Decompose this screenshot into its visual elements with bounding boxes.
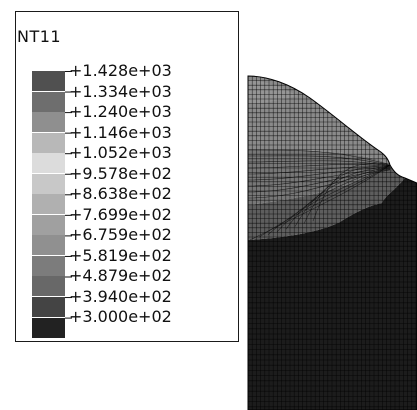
mesh-grid-fan bbox=[249, 164, 391, 241]
mesh-grid-curve bbox=[248, 160, 391, 167]
legend-swatch bbox=[32, 112, 65, 133]
mesh-grid-fan bbox=[285, 164, 391, 230]
legend-swatch bbox=[32, 276, 65, 297]
legend-swatch bbox=[32, 153, 65, 174]
legend-swatch bbox=[32, 297, 65, 318]
legend-swatch bbox=[32, 194, 65, 215]
legend-color-scale bbox=[32, 71, 65, 338]
mesh-grid-curve bbox=[248, 149, 391, 166]
legend-label: +1.334e+03 bbox=[69, 81, 172, 101]
mesh-grid-fan bbox=[294, 164, 391, 227]
mesh-grid-curve bbox=[248, 166, 391, 175]
legend-swatch bbox=[32, 91, 65, 112]
mesh-grid-fan bbox=[258, 164, 391, 238]
legend-swatch bbox=[32, 317, 65, 338]
legend-label: +4.879e+02 bbox=[69, 266, 172, 285]
legend-swatch bbox=[32, 132, 65, 153]
legend-title: NT11 bbox=[17, 27, 62, 46]
legend-label: +5.819e+02 bbox=[69, 245, 172, 265]
mesh-grid-fan bbox=[267, 164, 391, 235]
legend-label: +3.940e+02 bbox=[69, 286, 172, 306]
legend-swatch bbox=[32, 71, 65, 91]
mesh-grid-curve bbox=[248, 168, 391, 187]
legend-label: +9.578e+02 bbox=[69, 163, 172, 183]
mesh-grid-curve bbox=[248, 164, 391, 169]
mesh-outline bbox=[247, 75, 417, 410]
legend-label: +1.240e+03 bbox=[69, 102, 172, 121]
legend-swatch bbox=[32, 235, 65, 256]
legend-swatch bbox=[32, 173, 65, 194]
mesh-grid-curve bbox=[248, 155, 391, 166]
legend-label: +1.052e+03 bbox=[69, 143, 172, 162]
legend-ticks bbox=[65, 71, 72, 319]
mesh-grid-fan bbox=[276, 164, 391, 233]
mesh-grid-fan bbox=[303, 164, 391, 224]
legend-swatch bbox=[32, 255, 65, 276]
legend-labels: +1.428e+03 +1.334e+03 +1.240e+03 +1.146e+03… bbox=[69, 63, 172, 330]
legend-label: +1.428e+03 bbox=[69, 61, 172, 80]
legend-label: +6.759e+02 bbox=[69, 225, 172, 244]
legend-label: +1.146e+03 bbox=[69, 122, 172, 142]
legend-label: +7.699e+02 bbox=[69, 204, 172, 224]
legend-swatch bbox=[32, 214, 65, 235]
mesh-grid-curve bbox=[248, 168, 391, 193]
mesh-grid-fan bbox=[312, 163, 391, 222]
legend-label: +3.000e+02 bbox=[69, 307, 172, 326]
legend-label: +8.638e+02 bbox=[69, 184, 172, 203]
mesh-grid-curve bbox=[248, 169, 391, 199]
